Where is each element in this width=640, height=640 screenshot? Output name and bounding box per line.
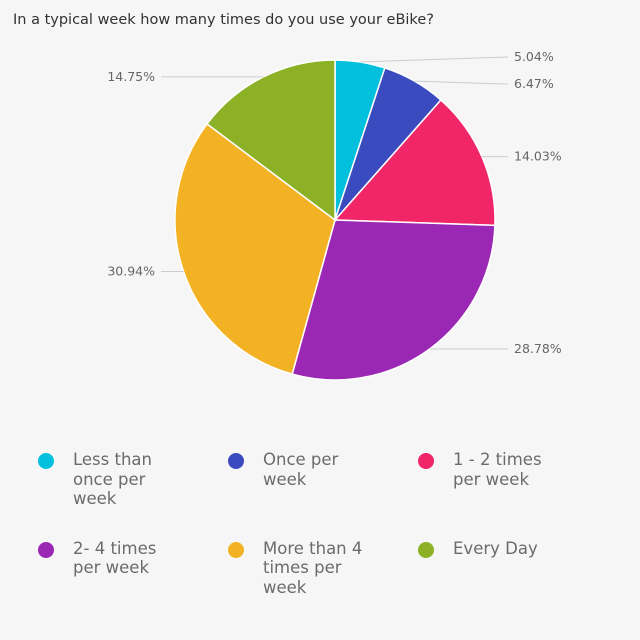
legend-swatch: [228, 541, 244, 558]
pie-chart: 5.04% 6.47% 14.03% 28.78% 30.94% 14.75%: [107, 49, 562, 381]
data-label: 14.03%: [514, 149, 562, 164]
legend-item[interactable]: 1 - 2 times per week: [418, 450, 608, 509]
leader-line: [360, 56, 509, 63]
legend-label: 2- 4 times per week: [73, 538, 157, 578]
legend-item[interactable]: 2- 4 times per week: [38, 539, 228, 598]
legend-label: Less than once per week: [73, 450, 152, 508]
chart-title: In a typical week how many times do you …: [13, 12, 434, 28]
legend-swatch: [228, 453, 244, 469]
data-label: 30.94%: [107, 264, 155, 279]
legend: Less than once per week Once per week 1 - …: [38, 450, 618, 597]
legend-item[interactable]: More than 4 times per week: [228, 539, 418, 598]
legend-item[interactable]: Less than once per week: [38, 450, 228, 509]
legend-item[interactable]: Every Day: [418, 539, 608, 598]
data-label: 28.78%: [514, 341, 562, 356]
pie-slice[interactable]: [206, 59, 336, 222]
data-label: 14.75%: [107, 69, 155, 84]
legend-item[interactable]: Once per week: [228, 450, 418, 509]
legend-swatch: [38, 453, 54, 469]
legend-swatch: [418, 453, 434, 469]
legend-label: Once per week: [263, 450, 339, 489]
data-label: 5.04%: [514, 49, 554, 64]
leader-line: [414, 80, 509, 85]
legend-swatch: [38, 541, 54, 558]
legend-label: 1 - 2 times per week: [453, 450, 542, 489]
legend-label: More than 4 times per week: [263, 538, 363, 597]
legend-swatch: [418, 541, 434, 558]
legend-label: Every Day: [453, 538, 538, 558]
data-label: 6.47%: [514, 76, 554, 91]
